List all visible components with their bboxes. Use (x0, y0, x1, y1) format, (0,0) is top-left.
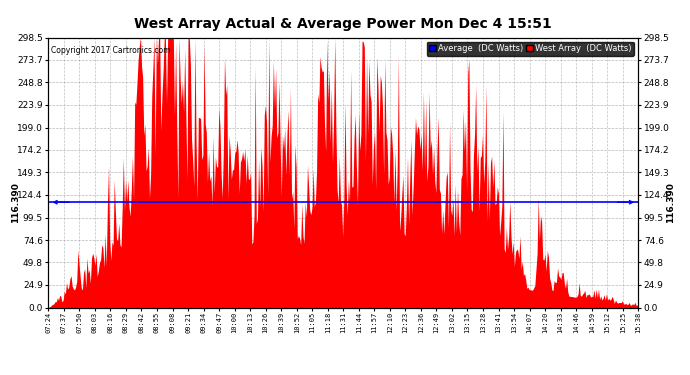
Text: 116.390: 116.390 (667, 182, 676, 223)
Text: Copyright 2017 Cartronics.com: Copyright 2017 Cartronics.com (51, 46, 170, 55)
Legend: Average  (DC Watts), West Array  (DC Watts): Average (DC Watts), West Array (DC Watts… (426, 42, 634, 56)
Text: 116.390: 116.390 (11, 182, 20, 223)
Title: West Array Actual & Average Power Mon Dec 4 15:51: West Array Actual & Average Power Mon De… (135, 17, 552, 31)
